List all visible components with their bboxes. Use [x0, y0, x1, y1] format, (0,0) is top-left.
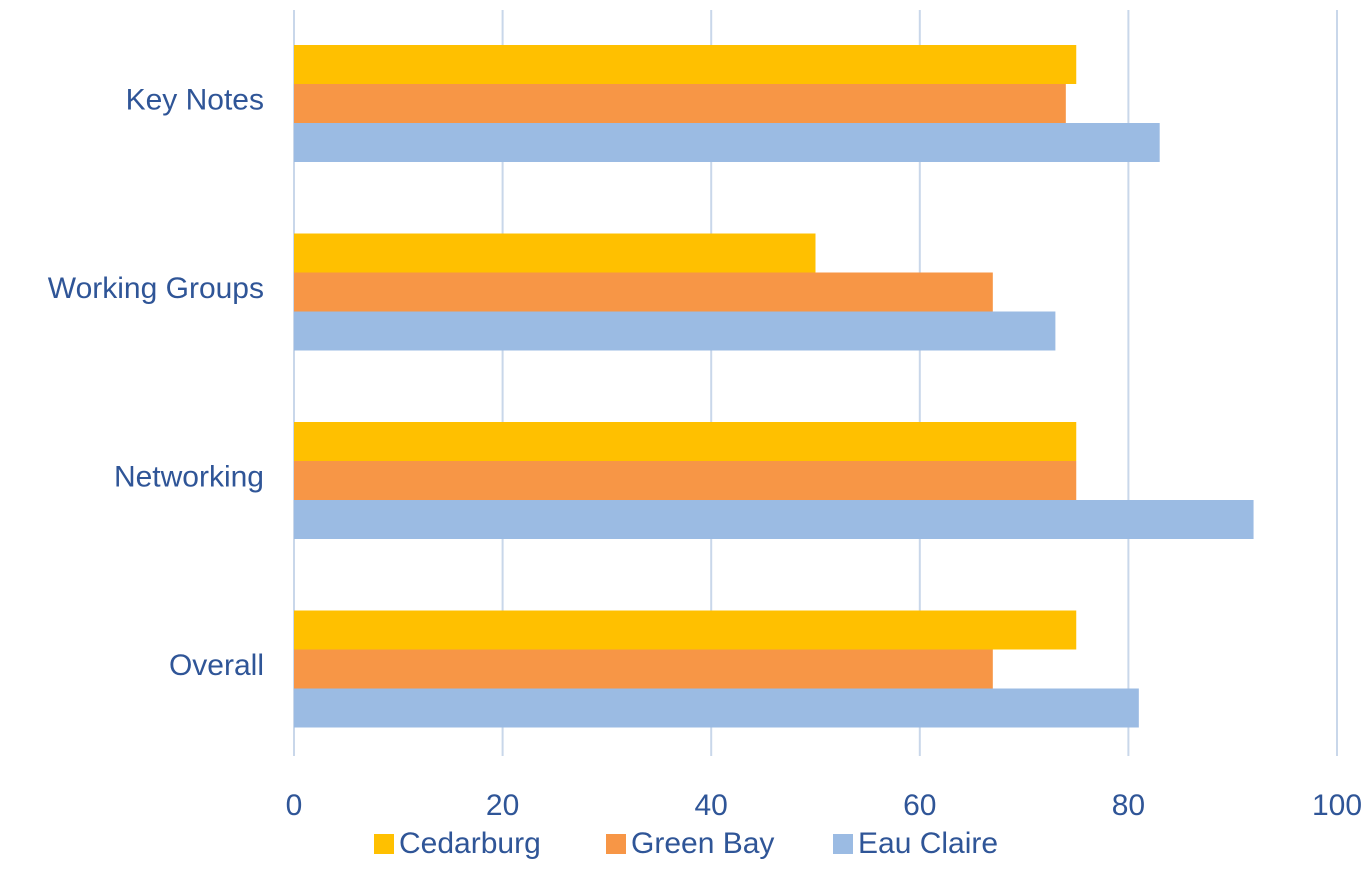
x-tick-label: 40 [695, 789, 728, 822]
bars [294, 45, 1254, 728]
category-label: Networking [114, 460, 264, 493]
legend: Cedarburg Green Bay Eau Claire [374, 827, 998, 860]
bar-networking-eau-claire[interactable] [294, 500, 1254, 539]
bar-key-notes-eau-claire[interactable] [294, 123, 1160, 162]
bar-networking-green-bay[interactable] [294, 461, 1077, 500]
bar-networking-cedarburg[interactable] [294, 422, 1077, 461]
legend-item-eau-claire[interactable]: Eau Claire [833, 827, 998, 860]
legend-swatch [374, 834, 394, 854]
bar-overall-cedarburg[interactable] [294, 610, 1077, 650]
category-labels: Key Notes Working Groups Networking Overall [48, 83, 264, 682]
x-tick-label: 0 [286, 789, 303, 822]
bar-overall-green-bay[interactable] [294, 649, 993, 689]
x-tick-label: 100 [1312, 789, 1362, 822]
bar-working-groups-eau-claire[interactable] [294, 311, 1056, 351]
x-tick-label: 80 [1112, 789, 1145, 822]
legend-swatch [833, 834, 853, 854]
x-tick-label: 60 [903, 789, 936, 822]
category-label: Overall [169, 649, 264, 682]
legend-swatch [606, 834, 626, 854]
bar-working-groups-green-bay[interactable] [294, 272, 993, 312]
bar-overall-eau-claire[interactable] [294, 688, 1139, 728]
legend-label: Cedarburg [399, 827, 541, 860]
legend-label: Green Bay [631, 827, 774, 860]
bar-working-groups-cedarburg[interactable] [294, 233, 816, 273]
x-tick-label: 20 [486, 789, 519, 822]
legend-item-green-bay[interactable]: Green Bay [606, 827, 774, 860]
bar-key-notes-cedarburg[interactable] [294, 45, 1077, 84]
bar-key-notes-green-bay[interactable] [294, 84, 1066, 123]
category-label: Working Groups [48, 272, 264, 305]
legend-label: Eau Claire [858, 827, 998, 860]
category-label: Key Notes [126, 83, 264, 116]
legend-item-cedarburg[interactable]: Cedarburg [374, 827, 541, 860]
x-tick-labels: 0 20 40 60 80 100 [286, 789, 1362, 822]
